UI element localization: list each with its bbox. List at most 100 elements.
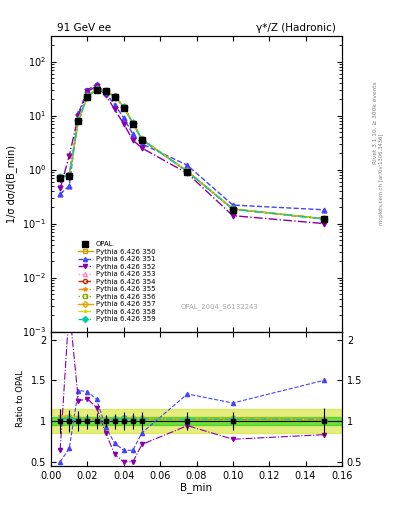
Pythia 6.426 359 [58, 174, 62, 180]
Pythia 6.426 356 [121, 104, 126, 110]
Pythia 6.426 359 [85, 94, 90, 100]
Pythia 6.426 357 [130, 120, 135, 126]
Text: OPAL_2004_S6132243: OPAL_2004_S6132243 [181, 303, 259, 310]
Pythia 6.426 359 [185, 168, 190, 175]
Pythia 6.426 359 [67, 173, 72, 179]
Pythia 6.426 359 [321, 216, 326, 222]
Pythia 6.426 353 [140, 136, 144, 142]
Pythia 6.426 350 [103, 88, 108, 94]
Text: γ*/Z (Hadronic): γ*/Z (Hadronic) [256, 23, 336, 33]
Pythia 6.426 357 [103, 88, 108, 94]
Pythia 6.426 355 [185, 168, 190, 175]
Pythia 6.426 353 [94, 87, 99, 93]
Pythia 6.426 357 [185, 168, 190, 175]
Pythia 6.426 357 [85, 93, 90, 99]
Pythia 6.426 350 [67, 173, 72, 179]
Text: 91 GeV ee: 91 GeV ee [57, 23, 111, 33]
Pythia 6.426 350 [130, 120, 135, 126]
Pythia 6.426 356 [58, 174, 62, 180]
Pythia 6.426 358 [58, 174, 62, 180]
Pythia 6.426 352 [67, 153, 72, 159]
Pythia 6.426 352 [103, 92, 108, 98]
Line: Pythia 6.426 352: Pythia 6.426 352 [58, 84, 326, 226]
Pythia 6.426 354 [94, 87, 99, 93]
Pythia 6.426 357 [121, 103, 126, 110]
Pythia 6.426 354 [321, 216, 326, 222]
Pythia 6.426 354 [130, 120, 135, 126]
Pythia 6.426 358 [121, 103, 126, 110]
Pythia 6.426 353 [58, 174, 62, 180]
Line: Pythia 6.426 350: Pythia 6.426 350 [58, 87, 326, 221]
Pythia 6.426 355 [121, 103, 126, 110]
Pythia 6.426 359 [103, 88, 108, 94]
Pythia 6.426 358 [67, 172, 72, 178]
Text: Rivet 3.1.10, ≥ 300k events: Rivet 3.1.10, ≥ 300k events [373, 81, 378, 164]
Pythia 6.426 356 [130, 120, 135, 126]
Pythia 6.426 356 [185, 168, 190, 175]
Pythia 6.426 357 [231, 206, 235, 212]
Line: Pythia 6.426 355: Pythia 6.426 355 [58, 87, 326, 221]
Pythia 6.426 353 [121, 103, 126, 110]
Pythia 6.426 356 [321, 216, 326, 222]
Pythia 6.426 356 [76, 117, 81, 123]
Pythia 6.426 355 [112, 93, 117, 99]
Pythia 6.426 359 [121, 104, 126, 110]
Pythia 6.426 351 [321, 207, 326, 213]
Pythia 6.426 351 [140, 141, 144, 147]
Text: mcplots.cern.ch [arXiv:1306.3436]: mcplots.cern.ch [arXiv:1306.3436] [380, 134, 384, 225]
Pythia 6.426 352 [185, 170, 190, 177]
Pythia 6.426 354 [121, 104, 126, 110]
Pythia 6.426 357 [67, 172, 72, 178]
Pythia 6.426 352 [321, 221, 326, 227]
Line: Pythia 6.426 358: Pythia 6.426 358 [58, 87, 326, 221]
Pythia 6.426 357 [94, 87, 99, 93]
Pythia 6.426 351 [94, 81, 99, 88]
Pythia 6.426 352 [85, 89, 90, 95]
Pythia 6.426 354 [185, 168, 190, 175]
Pythia 6.426 352 [121, 121, 126, 127]
Pythia 6.426 355 [67, 172, 72, 178]
Pythia 6.426 359 [130, 120, 135, 126]
Pythia 6.426 350 [140, 137, 144, 143]
Pythia 6.426 357 [58, 174, 62, 180]
Pythia 6.426 358 [321, 216, 326, 222]
Pythia 6.426 356 [67, 173, 72, 179]
Pythia 6.426 355 [58, 174, 62, 180]
Pythia 6.426 354 [67, 172, 72, 178]
Pythia 6.426 353 [231, 206, 235, 212]
Pythia 6.426 358 [185, 168, 190, 175]
Pythia 6.426 357 [140, 136, 144, 142]
Pythia 6.426 355 [94, 86, 99, 92]
Pythia 6.426 358 [103, 88, 108, 94]
Pythia 6.426 358 [130, 120, 135, 126]
Bar [51, 417, 342, 425]
Pythia 6.426 358 [85, 93, 90, 99]
Pythia 6.426 358 [112, 93, 117, 99]
Pythia 6.426 351 [103, 90, 108, 96]
Pythia 6.426 354 [231, 206, 235, 212]
Pythia 6.426 355 [321, 216, 326, 222]
Pythia 6.426 350 [112, 94, 117, 100]
Pythia 6.426 358 [94, 87, 99, 93]
Pythia 6.426 355 [103, 88, 108, 94]
Pythia 6.426 352 [58, 185, 62, 191]
Pythia 6.426 350 [76, 117, 81, 123]
Pythia 6.426 359 [231, 206, 235, 212]
Pythia 6.426 355 [140, 136, 144, 142]
Pythia 6.426 353 [85, 93, 90, 99]
Pythia 6.426 359 [112, 94, 117, 100]
Pythia 6.426 356 [85, 94, 90, 100]
Pythia 6.426 358 [231, 206, 235, 212]
Pythia 6.426 350 [121, 104, 126, 110]
Pythia 6.426 352 [112, 106, 117, 113]
Pythia 6.426 353 [76, 117, 81, 123]
Pythia 6.426 354 [103, 88, 108, 94]
Line: Pythia 6.426 356: Pythia 6.426 356 [58, 87, 326, 221]
Pythia 6.426 351 [67, 183, 72, 189]
Pythia 6.426 351 [121, 115, 126, 121]
Pythia 6.426 350 [85, 94, 90, 100]
Pythia 6.426 350 [321, 216, 326, 222]
Line: Pythia 6.426 357: Pythia 6.426 357 [58, 87, 326, 221]
Pythia 6.426 354 [85, 94, 90, 100]
Bar [51, 409, 342, 433]
